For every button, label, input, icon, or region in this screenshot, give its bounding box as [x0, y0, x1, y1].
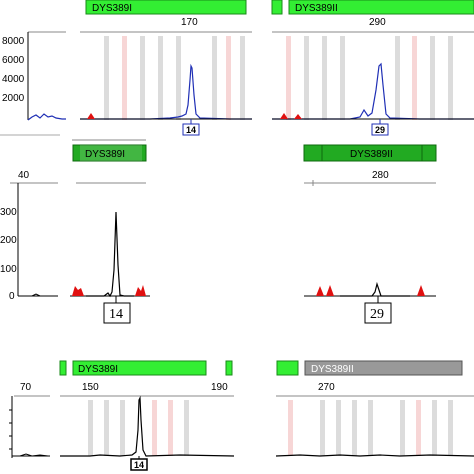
y-tick-2000: 2000 — [2, 93, 25, 104]
artifact-peak-1 — [87, 113, 95, 119]
marker-label-dys389i: DYS389I — [85, 149, 125, 160]
marker-bar-fragment — [271, 0, 283, 15]
panel-3: DYS389I DYS389II 70 150 190 270 — [9, 360, 474, 471]
trace-dys389ii — [275, 454, 474, 457]
allele-call-box-14[interactable] — [130, 458, 148, 471]
allele-call-box-29[interactable] — [371, 123, 389, 136]
marker-bar-dys389ii[interactable] — [303, 144, 437, 162]
marker-bar-fragment — [59, 360, 67, 376]
size-label-290: 290 — [369, 17, 386, 28]
artifact-peak-4 — [326, 285, 334, 296]
allele-call-14: 14 — [134, 460, 144, 470]
marker-label-dys389ii: DYS389II — [311, 364, 354, 375]
size-label-40: 40 — [18, 170, 30, 181]
marker-bar-dys389ii[interactable] — [288, 0, 474, 15]
y-tick-100: 100 — [0, 264, 17, 275]
allele-call-box-14[interactable] — [103, 302, 131, 324]
artifact-peak-3 — [316, 286, 324, 296]
size-label-280: 280 — [372, 170, 389, 181]
size-label-190: 190 — [211, 382, 228, 393]
marker-bar-dys389ii[interactable] — [304, 360, 463, 376]
marker-label-dys389i: DYS389I — [78, 364, 118, 375]
y-tick-6000: 6000 — [2, 55, 25, 66]
marker-bar-dys389i[interactable] — [72, 144, 147, 162]
allele-call-box-29[interactable] — [364, 302, 392, 324]
trace-left-baseline — [27, 113, 66, 121]
trace-dys389ii — [340, 281, 410, 297]
trace-dys389ii — [272, 62, 474, 120]
allele-call-29: 29 — [375, 125, 385, 135]
allele-call-14: 14 — [186, 125, 196, 135]
allele-call-29: 29 — [370, 307, 384, 322]
marker-bar-dys389i[interactable] — [85, 0, 247, 15]
size-label-270: 270 — [318, 382, 335, 393]
panel-1: DYS389I DYS389II 170 290 8000 6000 4000 … — [0, 0, 474, 136]
marker-label-dys389ii: DYS389II — [350, 149, 393, 160]
bin-stripes-right — [288, 400, 453, 456]
artifact-peak-3 — [294, 114, 302, 119]
y-tick-8000: 8000 — [2, 36, 25, 47]
panel-2: DYS389I DYS389II 40 280 300 200 100 0 14… — [0, 139, 437, 324]
artifact-peak-5 — [417, 285, 425, 296]
allele-call-14: 14 — [109, 307, 123, 322]
artifact-peak-2 — [280, 113, 288, 119]
bin-stripes-right — [286, 36, 453, 120]
marker-label-dys389ii: DYS389II — [295, 3, 338, 14]
trace-dys389i — [86, 211, 134, 298]
trace-dys389i — [60, 395, 235, 457]
bin-stripes-left — [88, 400, 189, 456]
marker-bar-dys389i[interactable] — [72, 360, 207, 376]
marker-label-dys389i: DYS389I — [92, 3, 132, 14]
y-tick-4000: 4000 — [2, 74, 25, 85]
size-label-170: 170 — [181, 17, 198, 28]
size-label-150: 150 — [82, 382, 99, 393]
size-label-70: 70 — [20, 382, 32, 393]
artifact-peak-1 — [72, 286, 84, 296]
allele-call-box-14[interactable] — [182, 123, 200, 136]
artifact-peak-2 — [135, 285, 146, 296]
y-tick-300: 300 — [0, 207, 17, 218]
marker-bar-fragment-2 — [225, 360, 233, 376]
bin-stripes-left — [104, 36, 245, 120]
y-tick-0: 0 — [9, 291, 15, 302]
marker-bar-fragment-3 — [276, 360, 299, 376]
y-tick-200: 200 — [0, 235, 17, 246]
